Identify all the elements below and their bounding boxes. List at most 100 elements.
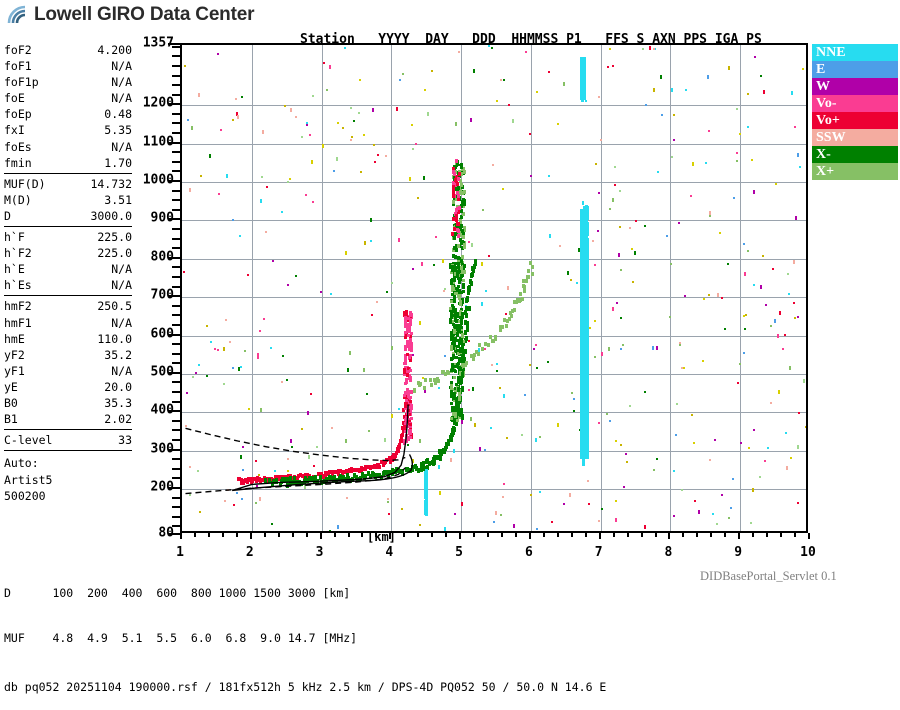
x-axis-minor-tick (445, 533, 447, 537)
y-axis-minor-tick (172, 46, 180, 48)
footer-distance-row: D 100 200 400 600 800 1000 1500 3000 [km… (4, 586, 606, 601)
x-axis-minor-tick (236, 533, 238, 537)
x-axis-minor-tick (641, 533, 643, 537)
x-axis-tick (668, 533, 670, 539)
servlet-version-label: DIDBasePortal_Servlet 0.1 (700, 569, 837, 584)
solid-profile-curve (232, 405, 408, 491)
y-axis-minor-tick (172, 151, 180, 153)
y-axis-minor-tick (172, 458, 180, 460)
y-axis-minor-tick (172, 238, 180, 240)
y-axis-minor-tick (172, 75, 180, 77)
footer-scales: D 100 200 400 600 800 1000 1500 3000 [km… (4, 556, 606, 710)
x-axis-tick (599, 533, 601, 539)
y-axis-tick-label: 700 (151, 288, 174, 303)
y-axis-minor-tick (172, 94, 180, 96)
y-axis-minor-tick (172, 506, 180, 508)
y-axis-tick-label: 800 (151, 249, 174, 264)
y-axis-minor-tick (172, 286, 180, 288)
x-axis-tick-label: 9 (734, 545, 742, 560)
x-axis-units-label: [km] (367, 530, 396, 544)
x-axis-minor-tick (473, 533, 475, 537)
y-axis-minor-tick (172, 525, 180, 527)
y-axis-tick-label: 80 (158, 526, 174, 541)
x-axis-minor-tick (655, 533, 657, 537)
y-axis-tick-label: 900 (151, 211, 174, 226)
legend-item-nne[interactable]: NNE (812, 44, 898, 61)
x-axis-minor-tick (292, 533, 294, 537)
x-axis-minor-tick (487, 533, 489, 537)
legend-item-e[interactable]: E (812, 61, 898, 78)
y-axis-minor-tick (172, 420, 180, 422)
y-axis-minor-tick (172, 439, 180, 441)
legend-item-vo-[interactable]: Vo+ (812, 112, 898, 129)
x-axis-tick (738, 533, 740, 539)
x-axis-tick (529, 533, 531, 539)
echo-pixel (807, 173, 808, 177)
y-axis-minor-tick (172, 276, 180, 278)
y-axis-minor-tick (172, 314, 180, 316)
profile-curves (182, 45, 808, 533)
x-axis-tick (250, 533, 252, 539)
brand-name: Lowell GIRO Data Center (34, 4, 254, 26)
y-axis-minor-tick (172, 209, 180, 211)
x-axis-minor-tick (348, 533, 350, 537)
x-axis-minor-tick (585, 533, 587, 537)
x-axis-minor-tick (264, 533, 266, 537)
y-axis-minor-tick (172, 353, 180, 355)
x-axis-minor-tick (194, 533, 196, 537)
y-axis-minor-tick (172, 122, 180, 124)
x-axis-minor-tick (403, 533, 405, 537)
y-axis-minor-tick (172, 161, 180, 163)
y-axis-minor-tick (172, 84, 180, 86)
y-axis-minor-tick (172, 190, 180, 192)
y-axis-minor-tick (172, 228, 180, 230)
legend-item-w[interactable]: W (812, 78, 898, 95)
y-axis-minor-tick (172, 113, 180, 115)
footer-source-row: db pq052 20251104 190000.rsf / 181fx512h… (4, 680, 606, 695)
x-axis-tick (808, 533, 810, 539)
y-axis-minor-tick (172, 132, 180, 134)
y-axis-minor-tick (172, 55, 180, 57)
x-axis-minor-tick (780, 533, 782, 537)
y-axis-minor-tick (172, 391, 180, 393)
x-axis-tick-label: 10 (800, 545, 816, 560)
y-axis-tick-label: 1200 (143, 96, 174, 111)
y-axis-minor-tick (172, 247, 180, 249)
x-axis-minor-tick (682, 533, 684, 537)
y-axis-minor-tick (172, 468, 180, 470)
y-axis-minor-tick (172, 429, 180, 431)
x-axis-minor-tick (794, 533, 796, 537)
y-axis-minor-tick (172, 497, 180, 499)
x-axis-minor-tick (613, 533, 615, 537)
x-axis-minor-tick (627, 533, 629, 537)
y-axis-minor-tick (172, 401, 180, 403)
y-axis-minor-tick (172, 305, 180, 307)
x-axis-minor-tick (724, 533, 726, 537)
y-axis-minor-tick (172, 266, 180, 268)
brand-logo: Lowell GIRO Data Center (6, 4, 254, 26)
x-axis-minor-tick (208, 533, 210, 537)
legend-item-vo-[interactable]: Vo- (812, 95, 898, 112)
y-axis-minor-tick (172, 199, 180, 201)
x-axis-tick (459, 533, 461, 539)
y-axis-minor-tick (172, 477, 180, 479)
y-axis-tick-label: 200 (151, 480, 174, 495)
x-axis-tick (180, 533, 182, 539)
y-axis-minor-tick (172, 343, 180, 345)
y-axis-minor-tick (172, 65, 180, 67)
ionogram-plot[interactable] (180, 43, 808, 533)
x-axis-minor-tick (571, 533, 573, 537)
x-axis-minor-tick (431, 533, 433, 537)
dashed-model-curve (186, 428, 406, 460)
legend-item-ssw[interactable]: SSW (812, 129, 898, 146)
footer-muf-row: MUF 4.8 4.9 5.1 5.5 6.0 6.8 9.0 14.7 [MH… (4, 631, 606, 646)
x-axis-minor-tick (710, 533, 712, 537)
x-axis-tick-label: 8 (664, 545, 672, 560)
y-axis-tick-label: 500 (151, 364, 174, 379)
y-axis-tick-label: 1100 (143, 134, 174, 149)
y-axis-tick-label: 400 (151, 403, 174, 418)
legend-item-x-[interactable]: X+ (812, 163, 898, 180)
x-axis-minor-tick (515, 533, 517, 537)
legend-item-x-[interactable]: X- (812, 146, 898, 163)
